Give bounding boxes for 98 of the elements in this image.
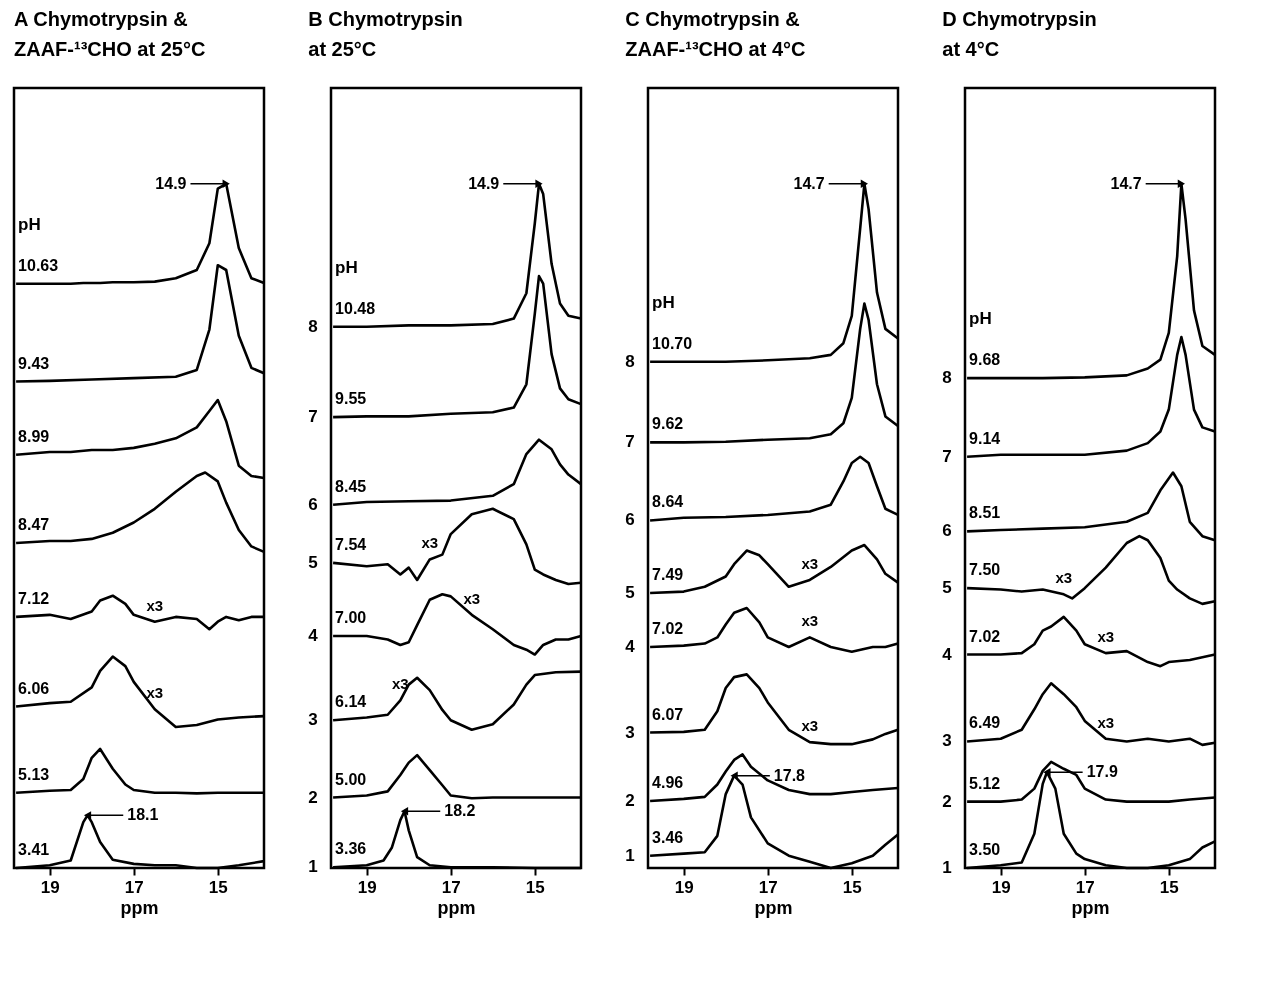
series-label: 7.50 — [969, 561, 1001, 579]
annotation: x3 — [801, 554, 819, 572]
text: 8 — [942, 368, 952, 388]
text: 7 — [308, 407, 318, 427]
text: 5 — [942, 578, 952, 598]
series-label: 7.02 — [969, 627, 1001, 645]
annotation: x3 — [463, 589, 481, 607]
annotation: 14.9 — [155, 174, 187, 192]
text: 4 — [308, 626, 319, 646]
x-tick-label: 19 — [40, 877, 60, 897]
series-label: 8.99 — [18, 427, 50, 445]
annotation: 14.7 — [1110, 174, 1142, 192]
legend-title: pH — [335, 257, 358, 277]
series-label: 7.54 — [335, 535, 367, 553]
text: 5 — [625, 582, 635, 602]
text: 5 — [308, 552, 318, 572]
x-tick-label: 17 — [441, 877, 461, 897]
x-tick-label: 19 — [357, 877, 377, 897]
series-label: 8.64 — [652, 493, 684, 511]
text: 7 — [625, 432, 635, 452]
text: 3 — [308, 710, 318, 730]
x-tick-label: 19 — [991, 877, 1011, 897]
series-label: 7.02 — [652, 620, 684, 637]
series-label: 5.13 — [18, 765, 50, 783]
series-label: 3.50 — [969, 841, 1001, 858]
series-label: 9.68 — [969, 351, 1001, 369]
annotation: x3 — [801, 717, 819, 735]
text: 1 — [308, 857, 318, 877]
chart-title: C Chymotrypsin & ZAAF-¹³CHO at 4°C — [625, 8, 806, 60]
chart-title: B Chymotrypsin at 25°C — [308, 8, 463, 60]
x-axis-title: ppm — [120, 897, 159, 918]
series-label: 9.62 — [652, 415, 684, 433]
series-label: 8.45 — [335, 477, 367, 495]
annotation: x3 — [1097, 628, 1115, 646]
x-tick-label: 15 — [842, 877, 862, 897]
x-tick-label: 17 — [758, 877, 778, 897]
series-label: 5.12 — [969, 774, 1001, 792]
series-label: 6.14 — [335, 693, 367, 711]
annotation: 17.8 — [773, 766, 806, 784]
text: 1 — [942, 858, 952, 877]
text: 4 — [625, 637, 636, 656]
annotation: 14.9 — [468, 174, 500, 192]
series-label: 8.47 — [18, 516, 50, 533]
series-label: 9.14 — [969, 429, 1001, 447]
series-label: 7.00 — [335, 609, 367, 627]
annotation: x3 — [1097, 713, 1115, 731]
annotation: 18.2 — [444, 802, 476, 820]
legend-title: pH — [969, 309, 992, 329]
text: 2 — [625, 790, 635, 810]
series-label: 3.41 — [18, 841, 50, 858]
series-label: 6.06 — [18, 679, 50, 697]
text: 6 — [625, 510, 635, 530]
chart-title: A Chymotrypsin & ZAAF-¹³CHO at 25°C — [14, 8, 206, 60]
text: 6 — [942, 521, 952, 541]
series-label: 7.12 — [18, 589, 50, 607]
text: 3 — [942, 731, 952, 751]
annotation: x3 — [801, 612, 819, 630]
series-label: 7.49 — [652, 565, 684, 583]
annotation: x3 — [146, 684, 164, 702]
annotation: 18.1 — [127, 806, 159, 824]
text: 7 — [942, 446, 952, 466]
text: 3 — [625, 722, 635, 742]
annotation: 14.7 — [793, 174, 825, 192]
series-label: 3.36 — [335, 840, 367, 858]
x-tick-label: 19 — [674, 877, 694, 897]
x-tick-label: 17 — [124, 877, 144, 897]
annotation: 17.9 — [1086, 763, 1118, 781]
text: 2 — [308, 787, 318, 807]
x-axis-title: ppm — [754, 897, 793, 918]
x-tick-label: 15 — [525, 877, 545, 897]
series-label: 5.00 — [335, 770, 367, 788]
text: 1 — [625, 845, 635, 865]
x-axis-title: ppm — [437, 897, 476, 918]
series-label: 9.43 — [18, 354, 50, 372]
annotation: x3 — [146, 596, 164, 614]
series-label: 10.63 — [18, 256, 59, 274]
x-tick-label: 17 — [1075, 877, 1095, 897]
text: 6 — [308, 494, 318, 514]
x-tick-label: 15 — [1159, 877, 1179, 897]
x-tick-label: 15 — [208, 877, 228, 897]
x-axis-title: ppm — [1071, 897, 1110, 918]
text: 2 — [942, 791, 952, 811]
series-label: 9.55 — [335, 390, 367, 408]
series-label: 10.48 — [335, 299, 376, 317]
text: 8 — [308, 316, 318, 336]
series-label: 3.46 — [652, 828, 684, 846]
series-label: 6.07 — [652, 705, 684, 723]
series-label: 10.70 — [652, 334, 693, 352]
series-label: 4.96 — [652, 773, 684, 791]
legend-title: pH — [652, 292, 675, 312]
series-label: 6.49 — [969, 714, 1001, 732]
legend-title: pH — [18, 214, 41, 234]
text: 8 — [625, 351, 635, 371]
annotation: x3 — [1055, 569, 1073, 587]
series-label: 8.51 — [969, 504, 1001, 522]
chart-title: D Chymotrypsin at 4°C — [942, 8, 1097, 60]
text: 4 — [942, 644, 953, 664]
annotation: x3 — [421, 534, 439, 552]
